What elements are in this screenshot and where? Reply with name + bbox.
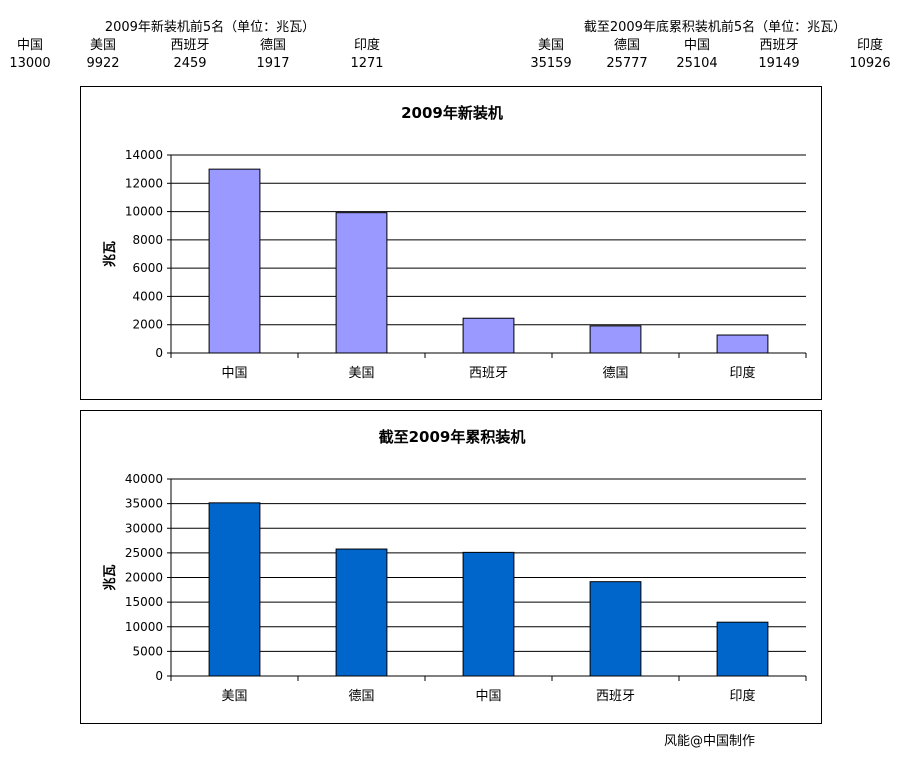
table2-header: 印度 [856,38,883,53]
table1-value: 1917 [256,56,290,71]
bar [335,212,388,354]
table2-header: 西班牙 [759,38,799,53]
y-tick-label: 8000 [132,233,163,247]
table1-value: 13000 [9,56,51,71]
table2-value: 25104 [676,56,718,71]
y-tick-label: 25000 [125,546,163,560]
y-tick-label: 0 [155,669,163,683]
x-tick-label: 德国 [602,366,628,381]
y-tick-label: 10000 [125,620,163,634]
y-tick-label: 35000 [125,497,163,511]
y-tick-label: 40000 [125,472,163,486]
table1-value: 2459 [173,56,207,71]
y-tick-label: 2000 [132,318,163,332]
y-axis-label: 兆瓦 [102,564,118,590]
x-tick-label: 西班牙 [596,689,635,704]
table1-header: 中国 [16,38,43,53]
table1-value: 9922 [86,56,120,71]
table2-header: 德国 [613,38,640,53]
x-tick-label: 印度 [729,688,755,704]
bar [462,551,515,677]
x-tick-label: 中国 [221,366,247,381]
x-tick-label: 美国 [348,366,374,381]
bar [716,621,769,677]
chart-cumulative-installations: 截至2009年累积装机 0 5000 10000 15000 20000 25000 300… [80,410,822,724]
x-tick-label: 美国 [221,689,247,704]
table1-header: 印度 [353,38,380,53]
x-tick-label: 西班牙 [469,366,508,381]
y-tick-label: 10000 [125,205,163,219]
y-axis-label: 兆瓦 [102,241,118,267]
table2-value: 25777 [606,56,648,71]
y-tick-label: 30000 [125,521,163,535]
y-tick-label: 20000 [125,571,163,585]
x-tick-label: 中国 [475,689,501,704]
table1-header: 德国 [259,38,286,53]
chart1-title: 2009年新装机 [401,104,503,122]
table2-value: 10926 [849,56,891,71]
bar [335,548,388,677]
y-tick-label: 5000 [132,644,163,658]
y-tick-label: 12000 [125,176,163,190]
chart1-plot: 0 2000 4000 6000 8000 10000 12000 14000 中国 美国 西班牙 德… [102,148,807,381]
bar [589,325,642,354]
table2-value: 35159 [530,56,572,71]
credit-text: 风能@中国制作 [664,734,756,749]
table1-value: 1271 [350,56,384,71]
y-tick-label: 15000 [125,595,163,609]
bar [462,317,515,354]
x-tick-label: 印度 [729,365,755,381]
table2-header: 中国 [683,38,710,53]
y-tick-label: 14000 [125,148,163,162]
table2-header: 美国 [537,38,564,53]
x-tick-label: 德国 [348,689,374,704]
bar [208,168,261,354]
bar [589,581,642,677]
table1-header: 美国 [89,38,116,53]
table1-title: 2009年新装机前5名（单位：兆瓦） [104,20,316,35]
bar [208,502,261,677]
chart2-plot: 0 5000 10000 15000 20000 25000 30000 35000 40000… [102,472,807,704]
table2-value: 19149 [758,56,800,71]
bar [716,334,769,354]
table2-title: 截至2009年底累积装机前5名（单位：兆瓦） [583,20,847,35]
chart-new-installations: 2009年新装机 0 2000 4000 6000 8000 10000 12000 1400… [80,86,822,400]
y-tick-label: 0 [155,346,163,360]
y-tick-label: 6000 [132,261,163,275]
chart2-title: 截至2009年累积装机 [378,428,526,446]
table1-header: 西班牙 [170,38,210,53]
y-tick-label: 4000 [132,289,163,303]
